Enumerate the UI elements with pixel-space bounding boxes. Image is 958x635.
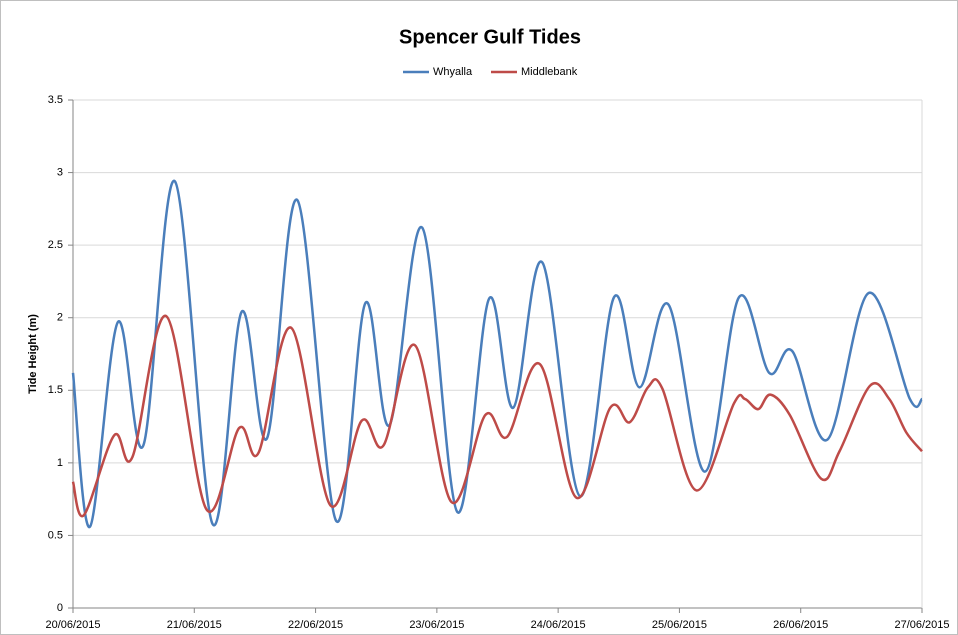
x-tick-label: 24/06/2015	[531, 619, 586, 631]
y-axis-label: Tide Height (m)	[27, 314, 39, 394]
y-tick-label: 2	[57, 312, 63, 324]
line-series	[71, 314, 923, 518]
y-tick-label: 3	[57, 166, 63, 178]
y-tick-label: 2.5	[48, 239, 63, 251]
line-series	[71, 179, 924, 528]
y-tick-label: 0.5	[48, 529, 63, 541]
x-tick-label: 26/06/2015	[773, 619, 828, 631]
x-tick-label: 27/06/2015	[894, 619, 949, 631]
y-tick-label: 3.5	[48, 94, 63, 106]
legend-label: Middlebank	[521, 66, 578, 78]
y-tick-label: 1.5	[48, 384, 63, 396]
x-tick-label: 20/06/2015	[45, 619, 100, 631]
x-tick-label: 22/06/2015	[288, 619, 343, 631]
legend-label: Whyalla	[433, 66, 473, 78]
x-tick-label: 23/06/2015	[409, 619, 464, 631]
x-tick-label: 21/06/2015	[167, 619, 222, 631]
y-tick-label: 0	[57, 602, 63, 614]
x-tick-label: 25/06/2015	[652, 619, 707, 631]
y-tick-label: 1	[57, 457, 63, 469]
chart-title: Spencer Gulf Tides	[399, 26, 581, 48]
